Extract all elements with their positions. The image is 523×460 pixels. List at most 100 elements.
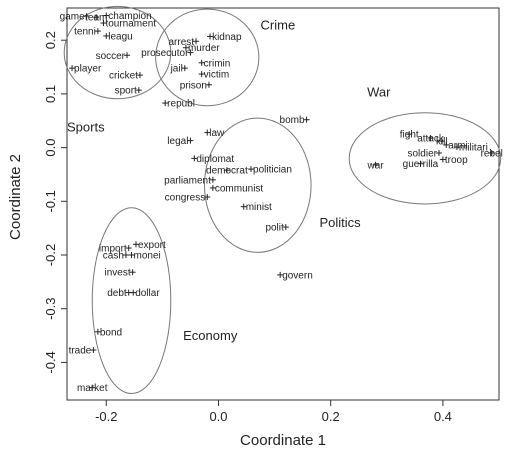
point-label: tenni bbox=[74, 27, 96, 38]
cluster-ellipse-sports bbox=[63, 5, 172, 100]
y-tick-label: 0.0 bbox=[43, 139, 58, 157]
data-point: govern bbox=[277, 270, 313, 281]
cluster-label-sports: Sports bbox=[67, 120, 105, 135]
point-label: champion bbox=[108, 11, 151, 22]
point-label: trade bbox=[69, 346, 92, 357]
data-point: militari bbox=[453, 143, 488, 154]
data-point: jail bbox=[170, 64, 188, 75]
point-label: democrat bbox=[206, 166, 248, 177]
point-label: govern bbox=[282, 270, 313, 281]
point-label: congress bbox=[165, 193, 206, 204]
data-point: diplomat bbox=[191, 154, 234, 165]
cluster-label-crime: Crime bbox=[261, 17, 296, 32]
data-point: politician bbox=[248, 165, 292, 176]
point-label: bond bbox=[100, 327, 122, 338]
cluster-ellipses: Sports Crime War Politics Economy bbox=[63, 5, 502, 395]
point-label: troop bbox=[445, 155, 468, 166]
x-tick-label: -0.2 bbox=[95, 409, 117, 424]
data-point: export bbox=[133, 240, 166, 251]
point-label: guerrilla bbox=[403, 159, 439, 170]
point-label: kidnap bbox=[212, 32, 242, 43]
y-tick-label: -0.3 bbox=[43, 298, 58, 320]
y-axis-title: Coordinate 2 bbox=[7, 154, 24, 240]
cluster-label-economy: Economy bbox=[183, 328, 238, 343]
data-point: player bbox=[69, 64, 102, 75]
point-label: monei bbox=[134, 251, 161, 262]
y-tick-label: 0.1 bbox=[43, 85, 58, 103]
point-label: soccer bbox=[96, 51, 126, 62]
data-point: fight bbox=[400, 130, 419, 141]
data-point: communist bbox=[209, 183, 264, 194]
data-point: troop bbox=[439, 155, 468, 166]
data-point: sport bbox=[115, 86, 142, 97]
point-label: debt bbox=[107, 288, 127, 299]
point-label: invest bbox=[105, 268, 131, 279]
point-label: legal bbox=[167, 136, 188, 147]
data-point: kill bbox=[436, 137, 448, 148]
y-axis: 0.2 0.1 0.0 -0.1 -0.2 -0.3 -0.4 bbox=[43, 31, 67, 374]
point-label: republ bbox=[167, 99, 195, 110]
x-axis-title: Coordinate 1 bbox=[240, 432, 326, 449]
point-label: bomb bbox=[280, 115, 305, 126]
point-label: import bbox=[99, 244, 127, 255]
data-point: dollar bbox=[130, 288, 160, 299]
cluster-ellipse-crime bbox=[155, 8, 260, 107]
point-label: prosecutor bbox=[141, 48, 189, 59]
data-point: cash bbox=[103, 251, 129, 262]
x-axis: -0.2 0.0 0.2 0.4 bbox=[95, 400, 452, 424]
data-point: cricket bbox=[109, 71, 143, 82]
data-point: team bbox=[85, 13, 107, 24]
cluster-ellipse-war bbox=[348, 112, 502, 205]
cluster-ellipse-economy bbox=[91, 207, 172, 395]
plot-border bbox=[66, 7, 500, 401]
point-label: export bbox=[138, 240, 166, 251]
data-point: game bbox=[60, 12, 90, 23]
data-point: guerrilla bbox=[403, 159, 439, 170]
point-label: communist bbox=[215, 183, 264, 194]
data-point: legal bbox=[167, 136, 194, 147]
data-point: crimin bbox=[198, 58, 231, 69]
data-point: armi bbox=[443, 140, 468, 151]
plot-frame bbox=[66, 7, 500, 401]
data-point: trade bbox=[69, 346, 97, 357]
point-label: militari bbox=[459, 143, 488, 154]
data-point: prison bbox=[180, 80, 212, 91]
point-label: polit bbox=[265, 223, 284, 234]
data-point: polit bbox=[265, 223, 289, 234]
y-tick-label: 0.2 bbox=[43, 31, 58, 49]
point-label: dollar bbox=[135, 288, 160, 299]
point-label: soldier bbox=[408, 148, 438, 159]
point-label: game bbox=[60, 12, 85, 23]
cluster-label-politics: Politics bbox=[319, 215, 361, 230]
data-point: congress bbox=[165, 193, 211, 204]
data-point: democrat bbox=[206, 166, 248, 177]
point-label: tournament bbox=[105, 19, 156, 30]
y-tick-label: -0.4 bbox=[43, 351, 58, 373]
data-point: murder bbox=[182, 43, 220, 54]
point-label: politician bbox=[253, 165, 292, 176]
y-tick-label: -0.2 bbox=[43, 244, 58, 266]
data-point: victim bbox=[198, 70, 229, 81]
point-label: cricket bbox=[109, 71, 138, 82]
data-point: soccer bbox=[96, 51, 131, 62]
data-point: invest bbox=[105, 268, 136, 279]
data-point: tournament bbox=[100, 19, 156, 30]
data-point: kidnap bbox=[207, 32, 242, 43]
cluster-ellipse-politics bbox=[203, 117, 312, 253]
data-point: law bbox=[204, 128, 225, 139]
point-label: armi bbox=[448, 140, 467, 151]
point-label: parliament bbox=[164, 175, 211, 186]
data-point: republ bbox=[162, 99, 195, 110]
point-label: crimin bbox=[204, 58, 231, 69]
x-tick-label: 0.2 bbox=[322, 409, 340, 424]
data-point: rebel bbox=[481, 148, 503, 159]
data-point: arrest bbox=[168, 37, 200, 48]
point-label: murder bbox=[188, 43, 220, 54]
point-label: leagu bbox=[108, 31, 132, 42]
cluster-label-war: War bbox=[367, 85, 391, 100]
data-point: import bbox=[99, 244, 132, 255]
point-label: cash bbox=[103, 251, 124, 262]
x-tick-label: 0.0 bbox=[209, 409, 227, 424]
